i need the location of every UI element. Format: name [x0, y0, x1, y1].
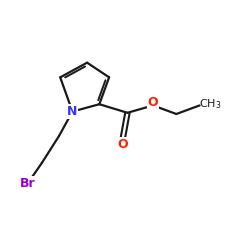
Text: Br: Br [20, 177, 36, 190]
Text: O: O [117, 138, 128, 150]
Text: CH$_3$: CH$_3$ [198, 97, 221, 111]
Text: O: O [148, 96, 158, 109]
Text: N: N [67, 105, 78, 118]
